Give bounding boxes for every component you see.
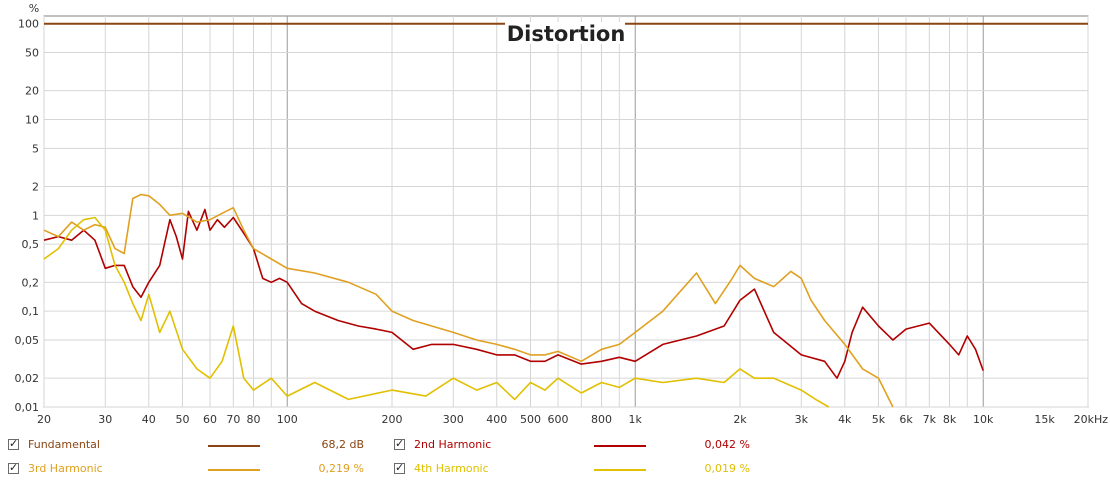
x-tick-label: 15k <box>1034 413 1055 426</box>
y-tick-label: 2 <box>32 180 39 193</box>
series-line-3rd-harmonic <box>43 193 894 408</box>
x-tick-label: 6k <box>899 413 913 426</box>
y-tick-label: 0,01 <box>15 401 40 414</box>
x-tick-label: 500 <box>520 413 541 426</box>
2nd-harmonic-color-swatch <box>594 445 646 447</box>
4th-harmonic-color-swatch <box>594 469 646 471</box>
y-tick-label: 0,2 <box>22 276 40 289</box>
2nd-harmonic-checkbox[interactable] <box>394 437 405 450</box>
2nd-harmonic-value: 0,042 % <box>704 438 750 451</box>
x-tick-label: 20 <box>37 413 51 426</box>
y-unit-label: % <box>29 2 39 15</box>
fundamental-value: 68,2 dB <box>321 438 364 451</box>
chart-title-background <box>505 22 625 44</box>
axis-ticks: 20 30 40 50 60 70 80 100 200 300 400 500 600 800 1k 2k 3… <box>15 18 1109 426</box>
distortion-chart: % 20 30 40 50 60 70 80 100 200 300 400 500 600 800 1k 2… <box>15 2 1109 426</box>
plot-area[interactable] <box>43 15 1089 408</box>
x-tick-label: 10k <box>973 413 994 426</box>
y-tick-label: 0,02 <box>15 372 40 385</box>
y-tick-label: 0,1 <box>22 305 40 318</box>
fundamental-color-swatch <box>208 445 260 447</box>
x-tick-label: 400 <box>486 413 507 426</box>
3rd-harmonic-color-swatch <box>208 469 260 471</box>
y-tick-label: 100 <box>18 18 39 31</box>
x-tick-label: 50 <box>175 413 189 426</box>
y-tick-label: 10 <box>25 114 39 127</box>
y-tick-label: 5 <box>32 142 39 155</box>
x-tick-label: 1k <box>629 413 643 426</box>
x-tick-label: 60 <box>203 413 217 426</box>
y-tick-label: 50 <box>25 47 39 60</box>
x-tick-label: 30 <box>98 413 112 426</box>
y-tick-label: 0,05 <box>15 334 40 347</box>
x-tick-label: 7k <box>923 413 937 426</box>
3rd-harmonic-value: 0,219 % <box>318 462 364 475</box>
x-tick-label: 600 <box>548 413 569 426</box>
fundamental-label: Fundamental <box>28 438 100 451</box>
series-lines <box>43 22 1088 408</box>
x-tick-label: 100 <box>277 413 298 426</box>
y-tick-label: 0,5 <box>22 238 40 251</box>
4th-harmonic-value: 0,019 % <box>704 462 750 475</box>
x-tick-label: 3k <box>795 413 809 426</box>
x-tick-label: 20kHz <box>1074 413 1109 426</box>
x-tick-label: 80 <box>247 413 261 426</box>
x-tick-label: 800 <box>591 413 612 426</box>
series-line-2nd-harmonic <box>43 208 984 380</box>
3rd-harmonic-checkbox[interactable] <box>8 461 19 474</box>
fundamental-checkbox[interactable] <box>8 437 19 450</box>
x-tick-label: 4k <box>838 413 852 426</box>
x-tick-label: 8k <box>943 413 957 426</box>
legend: Fundamental 68,2 dB 2nd Harmonic 0,042 %… <box>0 434 1110 488</box>
y-tick-label: 20 <box>25 85 39 98</box>
3rd-harmonic-label: 3rd Harmonic <box>28 462 103 475</box>
2nd-harmonic-label: 2nd Harmonic <box>414 438 492 451</box>
x-tick-label: 300 <box>443 413 464 426</box>
series-line-4th-harmonic <box>43 216 830 408</box>
x-tick-label: 2k <box>733 413 747 426</box>
x-tick-label: 70 <box>226 413 240 426</box>
4th-harmonic-label: 4th Harmonic <box>414 462 489 475</box>
chart-title: Distortion <box>507 22 626 46</box>
y-tick-label: 1 <box>32 209 39 222</box>
x-tick-label: 200 <box>382 413 403 426</box>
x-tick-label: 40 <box>142 413 156 426</box>
x-tick-label: 5k <box>872 413 886 426</box>
4th-harmonic-checkbox[interactable] <box>394 461 405 474</box>
